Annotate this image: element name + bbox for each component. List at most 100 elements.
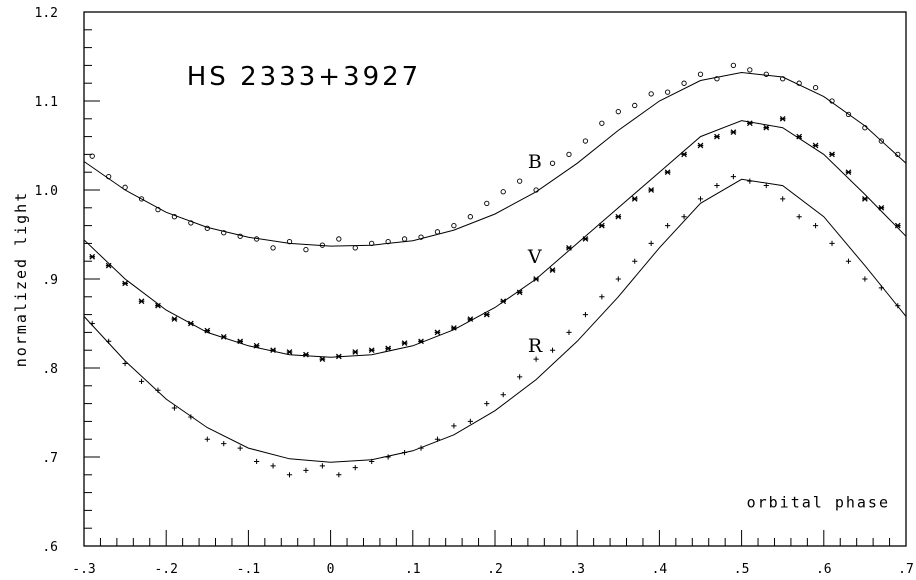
data-point xyxy=(467,316,474,322)
data-point xyxy=(549,267,556,273)
data-point xyxy=(648,91,654,97)
x-tick-label: -.2 xyxy=(154,562,177,577)
data-point xyxy=(221,441,227,447)
data-point xyxy=(714,182,720,189)
x-tick-label: .7 xyxy=(898,562,914,577)
y-tick-label: 1.2 xyxy=(35,6,58,21)
data-point xyxy=(566,151,572,158)
y-axis-label: normalized light xyxy=(12,191,30,368)
series-label-V: V xyxy=(527,246,542,268)
data-point xyxy=(401,449,408,456)
data-point xyxy=(286,472,293,478)
data-point xyxy=(829,240,835,246)
data-point xyxy=(780,76,786,82)
data-point xyxy=(254,458,260,465)
data-point xyxy=(155,302,161,309)
data-point xyxy=(418,445,424,451)
data-point xyxy=(631,196,638,202)
data-point xyxy=(780,196,786,202)
data-point xyxy=(730,62,737,69)
data-point xyxy=(549,347,556,353)
x-tick-label: -.3 xyxy=(72,562,95,577)
data-point xyxy=(451,222,457,229)
data-point xyxy=(615,109,621,115)
data-point xyxy=(138,378,145,384)
data-point xyxy=(533,356,539,362)
data-point xyxy=(500,189,506,195)
data-point xyxy=(681,214,687,220)
data-point xyxy=(171,214,178,220)
y-tick-label: 1.1 xyxy=(35,95,58,110)
data-point xyxy=(812,223,819,229)
data-point xyxy=(796,133,802,140)
data-point xyxy=(155,206,161,213)
x-tick-label: .5 xyxy=(734,562,750,577)
data-point xyxy=(779,115,786,122)
data-point xyxy=(878,204,885,211)
data-point xyxy=(336,236,342,242)
data-point xyxy=(352,245,358,251)
data-point xyxy=(303,351,309,358)
data-point xyxy=(122,184,128,190)
data-point xyxy=(829,151,835,158)
data-point xyxy=(665,223,671,229)
data-point xyxy=(122,360,128,367)
data-point xyxy=(155,387,161,393)
fit-curve-B xyxy=(83,71,907,247)
data-point xyxy=(204,436,210,442)
data-point xyxy=(812,85,819,91)
data-point xyxy=(303,246,309,253)
data-point xyxy=(335,353,342,360)
data-point xyxy=(138,196,145,202)
data-point xyxy=(418,234,424,240)
data-point xyxy=(286,349,293,355)
data-point xyxy=(648,240,654,246)
data-point xyxy=(763,71,769,77)
data-point xyxy=(845,169,852,176)
x-tick-label: .6 xyxy=(816,562,832,577)
x-tick-label: .4 xyxy=(652,562,668,577)
data-point xyxy=(664,89,671,95)
data-point xyxy=(648,187,655,193)
data-point xyxy=(862,196,868,202)
data-point xyxy=(517,374,523,380)
data-point xyxy=(747,178,753,184)
data-point xyxy=(434,229,441,235)
data-point xyxy=(714,133,720,140)
data-point xyxy=(829,98,835,104)
data-point xyxy=(697,71,704,77)
data-point xyxy=(697,196,704,202)
data-point xyxy=(188,414,194,420)
data-point xyxy=(862,125,868,131)
data-point xyxy=(204,225,210,231)
data-point xyxy=(862,276,868,282)
data-point xyxy=(746,120,753,127)
data-point xyxy=(582,236,589,242)
data-point xyxy=(730,174,736,180)
data-point xyxy=(796,80,802,86)
data-point xyxy=(319,242,326,248)
data-point xyxy=(385,345,391,352)
data-point xyxy=(369,458,375,465)
chart-title: HS 2333+3927 xyxy=(187,62,421,92)
data-point xyxy=(730,129,737,136)
data-point xyxy=(483,311,490,318)
data-point xyxy=(434,329,441,336)
data-point xyxy=(845,258,852,264)
data-point xyxy=(566,244,572,251)
data-point xyxy=(418,338,424,345)
data-point xyxy=(451,325,457,331)
y-tick-label: .6 xyxy=(42,540,58,555)
data-point xyxy=(138,298,145,305)
data-point xyxy=(664,169,671,176)
data-point xyxy=(286,238,293,245)
y-axis: .6 .7 .8 .9 1.0 1.1 1.2 xyxy=(35,6,100,555)
data-point xyxy=(747,67,753,73)
series-R xyxy=(83,174,907,478)
data-point xyxy=(171,316,178,322)
data-point xyxy=(319,356,326,362)
data-point xyxy=(615,213,622,220)
fit-curve-V xyxy=(83,120,907,358)
data-point xyxy=(171,405,178,411)
data-point xyxy=(237,445,243,451)
